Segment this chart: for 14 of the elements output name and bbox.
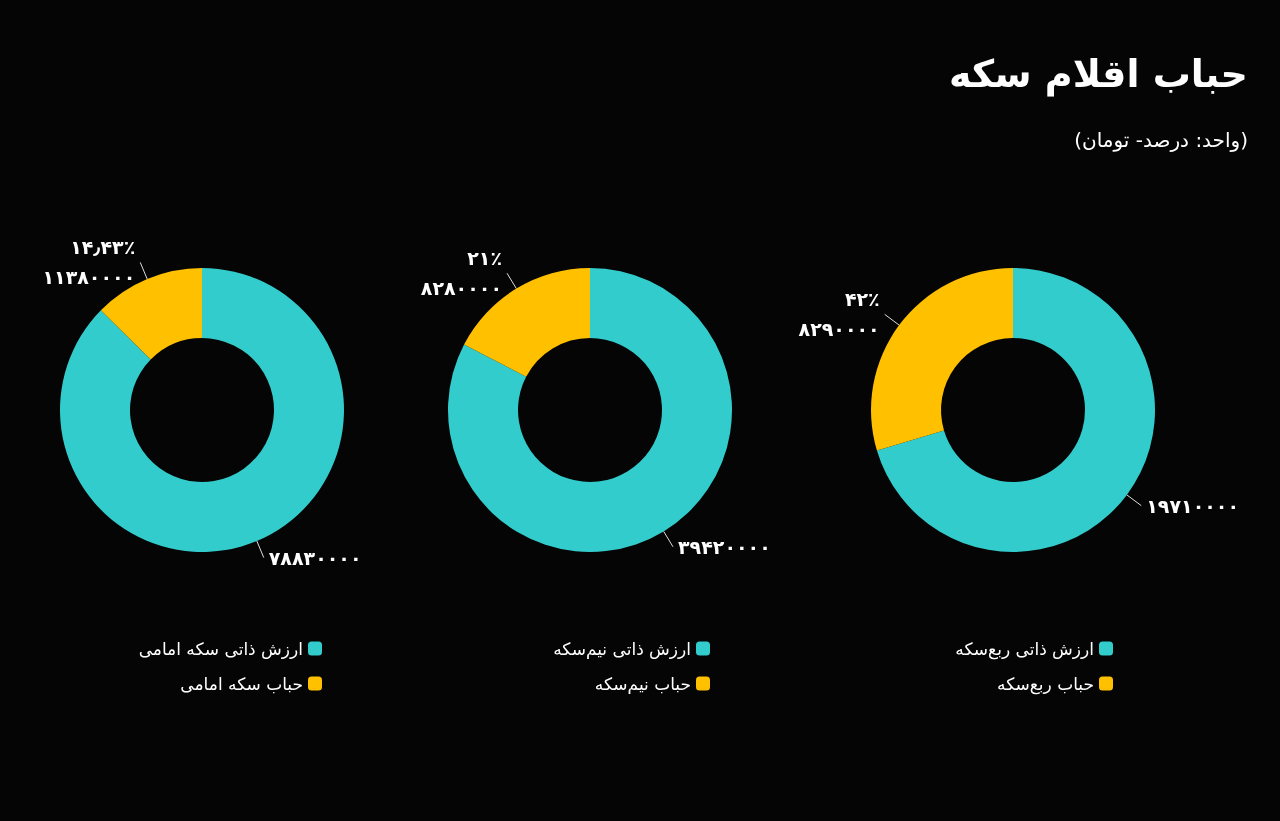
legend-label: حباب سکه امامی xyxy=(180,673,303,694)
data-label: ۱۹۷۱۰۰۰۰ xyxy=(1146,494,1240,517)
data-label: ۷۸۸۳۰۰۰۰ xyxy=(268,546,362,569)
legend-label: ارزش ذاتی نیم‌سکه xyxy=(553,638,691,660)
chart-subtitle: (واحد: درصد- تومان) xyxy=(1074,128,1248,152)
data-label: ۳۹۴۲۰۰۰۰ xyxy=(677,535,771,558)
legend-label: ارزش ذاتی ربع‌سکه xyxy=(955,638,1094,660)
legend-label: ارزش ذاتی سکه امامی xyxy=(138,638,303,659)
chart-title: حباب اقلام سکه xyxy=(949,52,1248,96)
data-label: ۱۴٫۴۳٪ ۱۱۳۸۰۰۰۰ xyxy=(42,236,136,289)
legend-label: حباب ربع‌سکه xyxy=(997,673,1094,695)
data-label: ۲۱٪ ۸۲۸۰۰۰۰ xyxy=(420,247,503,300)
data-label: ۴۲٪ ۸۲۹۰۰۰۰ xyxy=(798,288,880,341)
legend-label: حباب نیم‌سکه xyxy=(594,673,691,695)
